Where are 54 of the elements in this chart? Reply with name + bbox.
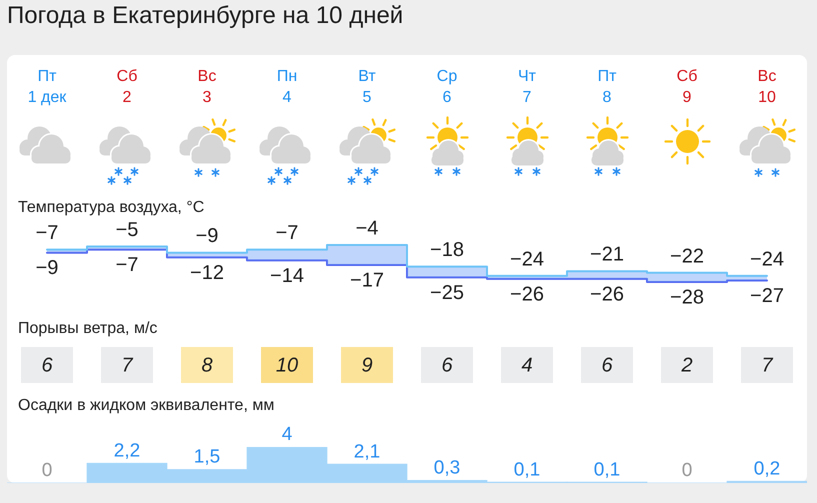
data-label: −7 <box>36 222 58 244</box>
data-label: 10 <box>276 354 298 377</box>
x-tick-label: Вс 10 <box>758 67 776 108</box>
data-label: 7 <box>121 354 134 377</box>
data-label: 4 <box>282 424 293 446</box>
data-label: −21 <box>590 244 624 266</box>
data-label: −26 <box>590 283 624 306</box>
data-label: −17 <box>350 270 384 292</box>
data-label: −28 <box>670 286 704 309</box>
data-label: 0,1 <box>514 459 540 480</box>
data-label: −9 <box>196 225 218 248</box>
x-tick-label: Чт 7 <box>518 67 536 108</box>
data-label: −27 <box>750 284 784 307</box>
data-label: −14 <box>270 264 304 287</box>
chart-title: Осадки в жидком эквиваленте, мм <box>18 397 274 415</box>
data-label: 2 <box>680 354 693 377</box>
data-label: 2,1 <box>354 441 380 462</box>
data-label: 6 <box>441 354 454 377</box>
data-label: −25 <box>430 282 464 304</box>
data-label: 8 <box>201 354 213 377</box>
x-tick-label: Пт 8 <box>598 67 616 108</box>
data-label: 6 <box>601 354 614 377</box>
data-label: −18 <box>430 239 464 262</box>
data-label: −4 <box>356 218 378 240</box>
x-tick-label: Ср 6 <box>436 67 458 108</box>
data-label: 0,1 <box>594 459 620 480</box>
x-tick-label: Вс 3 <box>198 67 216 108</box>
data-label: 4 <box>521 354 533 377</box>
chart-title: Погода в Екатеринбурге на 10 дней <box>7 2 404 30</box>
data-label: 6 <box>41 354 54 377</box>
data-label: −24 <box>750 248 784 270</box>
data-label: 0,2 <box>754 458 780 480</box>
data-label: 0,3 <box>434 458 460 479</box>
x-tick-label: Сб 9 <box>676 67 698 108</box>
data-label: −22 <box>670 245 704 268</box>
x-tick-label: Пт 1 дек <box>28 67 66 108</box>
x-tick-label: Сб 2 <box>116 67 138 108</box>
x-tick-label: Вт 5 <box>358 67 376 108</box>
data-label: 2,2 <box>114 440 140 462</box>
chart-subtitle: Температура воздуха, °C <box>18 199 204 217</box>
data-label: −24 <box>510 248 544 270</box>
data-label: −26 <box>510 283 544 306</box>
data-label: 0 <box>42 460 52 482</box>
data-label: 9 <box>361 354 373 377</box>
chart-title: Порывы ветра, м/с <box>18 320 158 338</box>
data-label: −9 <box>36 257 58 280</box>
data-label: 7 <box>761 354 774 377</box>
data-label: −7 <box>116 254 138 276</box>
data-label: 0 <box>682 460 692 482</box>
data-label: 1,5 <box>194 446 220 468</box>
data-label: −12 <box>190 262 224 284</box>
x-tick-label: Пн 4 <box>276 67 298 108</box>
data-label: −7 <box>276 222 298 244</box>
data-label: −5 <box>116 219 138 242</box>
